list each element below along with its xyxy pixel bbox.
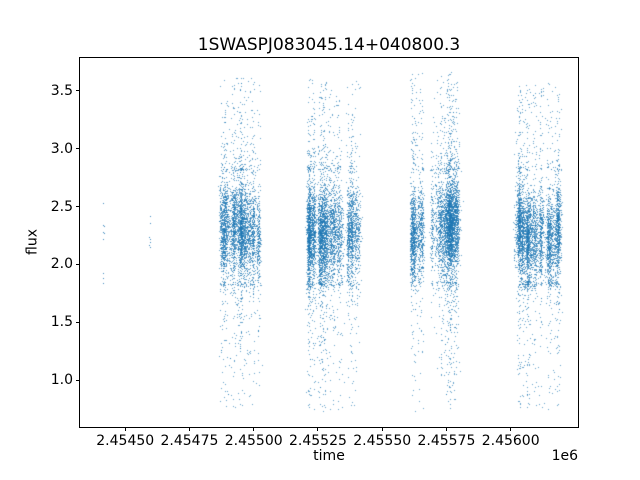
x-tick-mark: [445, 427, 447, 431]
x-tick-mark: [124, 427, 126, 431]
x-axis-label: time: [313, 448, 345, 464]
x-tick-label: 2.45500: [224, 433, 283, 449]
x-tick-mark: [253, 427, 255, 431]
x-axis-offset-label: 1e6: [551, 448, 578, 464]
y-tick-label: 1.5: [50, 314, 73, 331]
scatter-points-canvas: [80, 58, 578, 427]
y-tick-mark: [76, 379, 80, 381]
x-tick-label: 2.45475: [160, 433, 219, 449]
y-tick-label: 2.5: [50, 198, 73, 215]
y-tick-mark: [76, 148, 80, 150]
y-axis-label: flux: [24, 229, 41, 255]
x-tick-label: 2.45450: [96, 433, 155, 449]
y-tick-mark: [76, 206, 80, 208]
y-tick-mark: [76, 263, 80, 265]
x-tick-mark: [188, 427, 190, 431]
x-tick-label: 2.45575: [417, 433, 476, 449]
y-tick-label: 1.0: [50, 372, 73, 389]
x-tick-label: 2.45525: [288, 433, 347, 449]
plot-area: [79, 57, 579, 428]
y-tick-mark: [76, 90, 80, 92]
chart-title: 1SWASPJ083045.14+040800.3: [197, 35, 461, 55]
x-tick-label: 2.45600: [481, 433, 540, 449]
y-tick-label: 3.5: [50, 82, 73, 99]
x-tick-mark: [381, 427, 383, 431]
y-tick-label: 2.0: [50, 256, 73, 273]
y-tick-mark: [76, 321, 80, 323]
x-tick-mark: [317, 427, 319, 431]
y-tick-label: 3.0: [50, 140, 73, 157]
x-tick-label: 2.45550: [353, 433, 412, 449]
x-tick-mark: [510, 427, 512, 431]
